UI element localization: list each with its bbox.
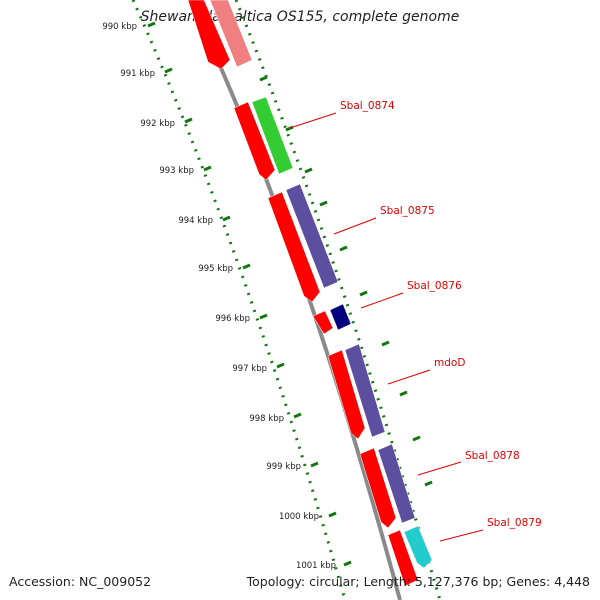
- scale-label: 994 kbp: [178, 216, 213, 226]
- cds-feature-5: [359, 447, 397, 529]
- scale-major-tick: [222, 215, 231, 222]
- gene-leader-line: [333, 217, 377, 235]
- scale-major-tick: [203, 165, 212, 172]
- outer-major-tick: [319, 200, 328, 207]
- gene-leader-line: [289, 112, 337, 129]
- gene-feature-cyan: [403, 525, 433, 569]
- scale-label: 996 kbp: [215, 314, 250, 324]
- gene-label: Sbal_0874: [340, 100, 395, 112]
- gene-feature-green: [251, 96, 294, 175]
- scale-major-tick: [293, 412, 302, 419]
- cds-feature-top: [187, 0, 231, 70]
- scale-label: 1000 kbp: [279, 512, 319, 522]
- outer-major-tick: [381, 340, 390, 347]
- scale-label: 997 kbp: [232, 364, 267, 374]
- cds-feature-6: [387, 529, 419, 587]
- gene-label: Sbal_0875: [380, 205, 435, 217]
- gene-leader-line: [439, 529, 484, 542]
- outer-major-tick: [424, 480, 433, 487]
- scale-label: 998 kbp: [249, 414, 284, 424]
- gene-label: Sbal_0878: [465, 450, 520, 462]
- gene-leader-line: [387, 369, 431, 385]
- outer-major-tick: [399, 390, 408, 397]
- cds-feature-3: [312, 310, 334, 335]
- scale-major-tick: [259, 313, 268, 320]
- gene-label: Sbal_0879: [487, 517, 542, 529]
- scale-label: 991 kbp: [120, 69, 155, 79]
- genome-backbone: [188, 0, 402, 600]
- scale-label: 990 kbp: [102, 22, 137, 32]
- gene-feature-top-pink: [209, 0, 253, 68]
- scale-major-tick: [276, 362, 285, 369]
- scale-label: 993 kbp: [159, 166, 194, 176]
- gene-label: mdoD: [434, 357, 465, 369]
- gene-label: Sbal_0876: [407, 280, 462, 292]
- outer-major-tick: [412, 435, 421, 442]
- outer-major-tick: [304, 167, 313, 174]
- scale-major-tick: [242, 263, 251, 270]
- gene-feature-purple-1: [285, 183, 339, 289]
- scale-label: 1001 kbp: [296, 561, 336, 571]
- scale-label: 992 kbp: [140, 119, 175, 129]
- scale-major-tick: [147, 21, 156, 28]
- scale-major-tick: [184, 117, 193, 124]
- gene-feature-purple-3: [377, 443, 416, 524]
- genome-summary: Topology: circular; Length: 5,127,376 bp…: [246, 574, 590, 589]
- outer-major-tick: [259, 75, 268, 82]
- outer-major-tick: [359, 290, 368, 297]
- outer-tick-track: [234, 0, 442, 600]
- gene-feature-purple-2: [344, 343, 386, 438]
- accession-label: Accession: NC_009052: [9, 574, 152, 589]
- scale-major-tick: [328, 511, 337, 518]
- scale-major-tick: [310, 461, 319, 468]
- cds-feature-2: [267, 191, 321, 303]
- scale-major-tick: [164, 67, 173, 74]
- scale-major-tick: [343, 560, 352, 567]
- cds-feature-4: [327, 349, 366, 440]
- scale-label: 999 kbp: [266, 462, 301, 472]
- scale-label: 995 kbp: [198, 264, 233, 274]
- gene-leader-line: [417, 461, 462, 476]
- cds-feature-1: [233, 101, 276, 181]
- outer-major-tick: [339, 245, 348, 252]
- gene-leader-line: [360, 292, 404, 309]
- gene-feature-navy: [329, 303, 352, 331]
